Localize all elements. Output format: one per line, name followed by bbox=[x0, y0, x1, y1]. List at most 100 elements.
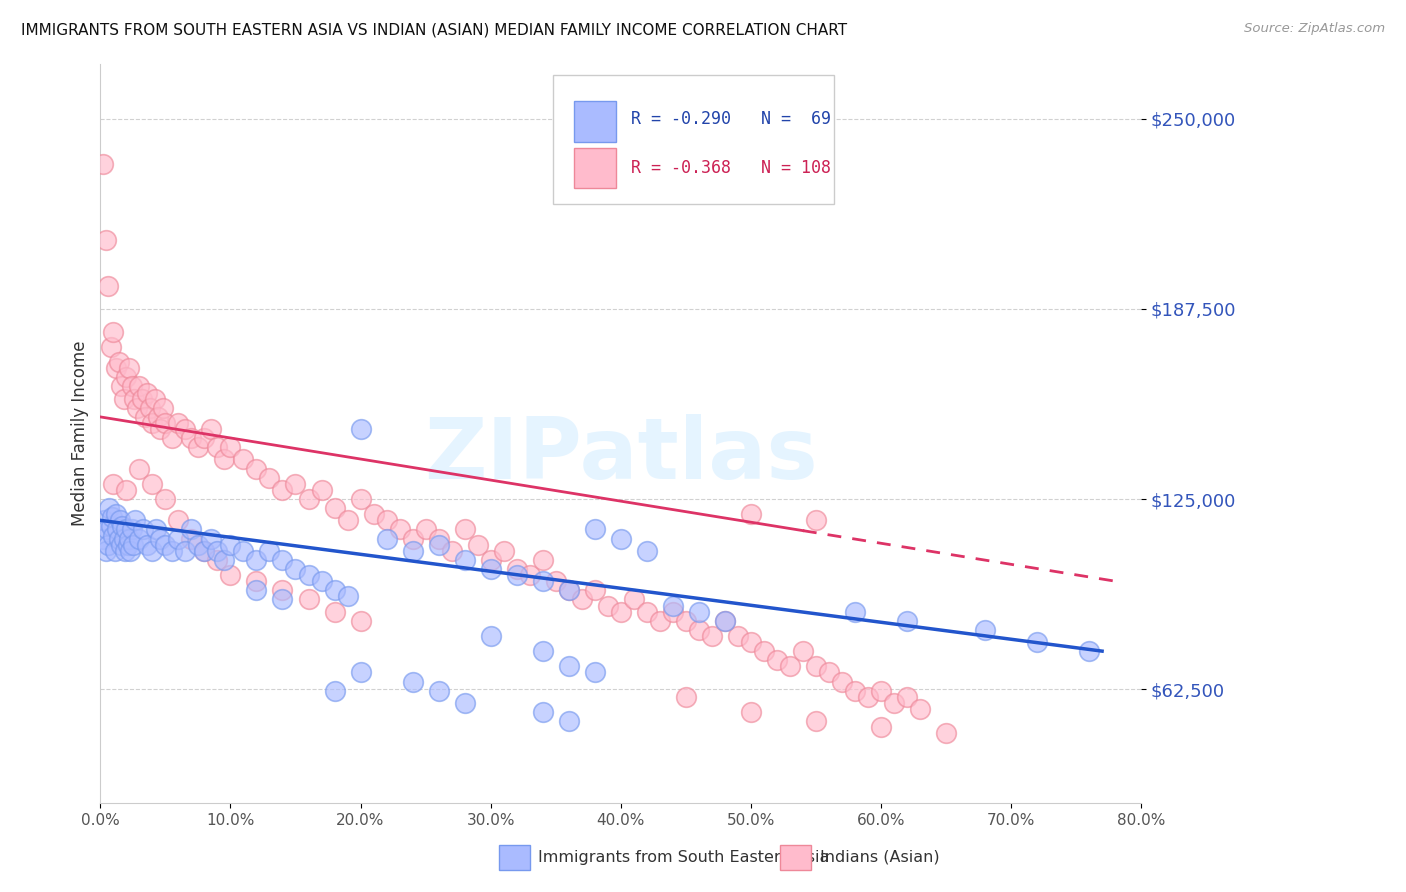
Text: R = -0.290   N =  69: R = -0.290 N = 69 bbox=[631, 111, 831, 128]
Point bbox=[146, 409, 169, 424]
Point bbox=[427, 532, 450, 546]
Point bbox=[662, 605, 685, 619]
Point bbox=[121, 523, 143, 537]
Point bbox=[136, 538, 159, 552]
Point bbox=[100, 340, 122, 354]
Point bbox=[96, 523, 118, 537]
Point bbox=[180, 431, 202, 445]
Point bbox=[544, 574, 567, 589]
Point bbox=[609, 605, 631, 619]
Point bbox=[662, 599, 685, 613]
Point bbox=[134, 409, 156, 424]
Point bbox=[128, 379, 150, 393]
Point bbox=[284, 476, 307, 491]
Point bbox=[125, 401, 148, 415]
Point bbox=[401, 543, 423, 558]
Point bbox=[883, 696, 905, 710]
Point bbox=[323, 683, 346, 698]
Point bbox=[349, 491, 371, 506]
Point bbox=[187, 440, 209, 454]
Point bbox=[167, 532, 190, 546]
Point bbox=[596, 599, 619, 613]
Point bbox=[219, 538, 242, 552]
Point bbox=[141, 476, 163, 491]
Point bbox=[311, 574, 333, 589]
Point bbox=[688, 605, 710, 619]
Point bbox=[557, 659, 579, 673]
Point bbox=[139, 401, 162, 415]
Point bbox=[97, 279, 120, 293]
Point bbox=[557, 714, 579, 728]
Point bbox=[149, 422, 172, 436]
Point bbox=[121, 379, 143, 393]
Point bbox=[271, 483, 294, 497]
Point bbox=[193, 431, 215, 445]
Point bbox=[136, 385, 159, 400]
Point bbox=[453, 523, 475, 537]
Point bbox=[323, 501, 346, 516]
Point bbox=[141, 416, 163, 430]
Point bbox=[336, 513, 359, 527]
Point bbox=[141, 543, 163, 558]
Point bbox=[636, 543, 658, 558]
Point bbox=[101, 510, 124, 524]
Point bbox=[105, 523, 128, 537]
Point bbox=[245, 574, 267, 589]
Point bbox=[271, 553, 294, 567]
Point bbox=[145, 523, 167, 537]
Point bbox=[94, 234, 117, 248]
Point bbox=[297, 568, 319, 582]
Point bbox=[375, 532, 398, 546]
Point bbox=[401, 532, 423, 546]
Point bbox=[100, 519, 122, 533]
Point bbox=[636, 605, 658, 619]
Point bbox=[187, 538, 209, 552]
Point bbox=[323, 605, 346, 619]
Point bbox=[232, 452, 254, 467]
Point bbox=[974, 623, 997, 637]
Point bbox=[818, 665, 841, 680]
Point bbox=[583, 665, 606, 680]
Point bbox=[104, 508, 127, 522]
Point bbox=[804, 714, 827, 728]
Point bbox=[675, 614, 697, 628]
Point bbox=[557, 583, 579, 598]
Point bbox=[118, 532, 141, 546]
Point bbox=[112, 532, 135, 546]
Point bbox=[160, 431, 183, 445]
Point bbox=[103, 528, 125, 542]
Point bbox=[531, 574, 554, 589]
Point bbox=[160, 543, 183, 558]
Point bbox=[155, 416, 177, 430]
Point bbox=[740, 508, 762, 522]
Point bbox=[98, 501, 121, 516]
Point bbox=[117, 538, 139, 552]
Point bbox=[219, 440, 242, 454]
Point bbox=[479, 553, 502, 567]
Point bbox=[831, 674, 853, 689]
Point bbox=[114, 543, 136, 558]
Point bbox=[1026, 635, 1049, 649]
Point bbox=[583, 583, 606, 598]
Text: Indians (Asian): Indians (Asian) bbox=[820, 850, 939, 864]
Point bbox=[111, 519, 134, 533]
Point bbox=[935, 726, 957, 740]
Point bbox=[245, 583, 267, 598]
Point bbox=[492, 543, 515, 558]
Point bbox=[844, 683, 866, 698]
Point bbox=[104, 543, 127, 558]
Text: ZIPatlas: ZIPatlas bbox=[423, 414, 818, 498]
Point bbox=[115, 523, 138, 537]
Point bbox=[93, 513, 115, 527]
Point bbox=[97, 538, 120, 552]
Text: Source: ZipAtlas.com: Source: ZipAtlas.com bbox=[1244, 22, 1385, 36]
Point bbox=[174, 543, 197, 558]
Point bbox=[714, 614, 737, 628]
Point bbox=[132, 523, 155, 537]
Point bbox=[200, 422, 222, 436]
Point bbox=[155, 538, 177, 552]
Point bbox=[200, 532, 222, 546]
Point bbox=[155, 491, 177, 506]
Point bbox=[727, 629, 749, 643]
Point bbox=[870, 720, 893, 734]
